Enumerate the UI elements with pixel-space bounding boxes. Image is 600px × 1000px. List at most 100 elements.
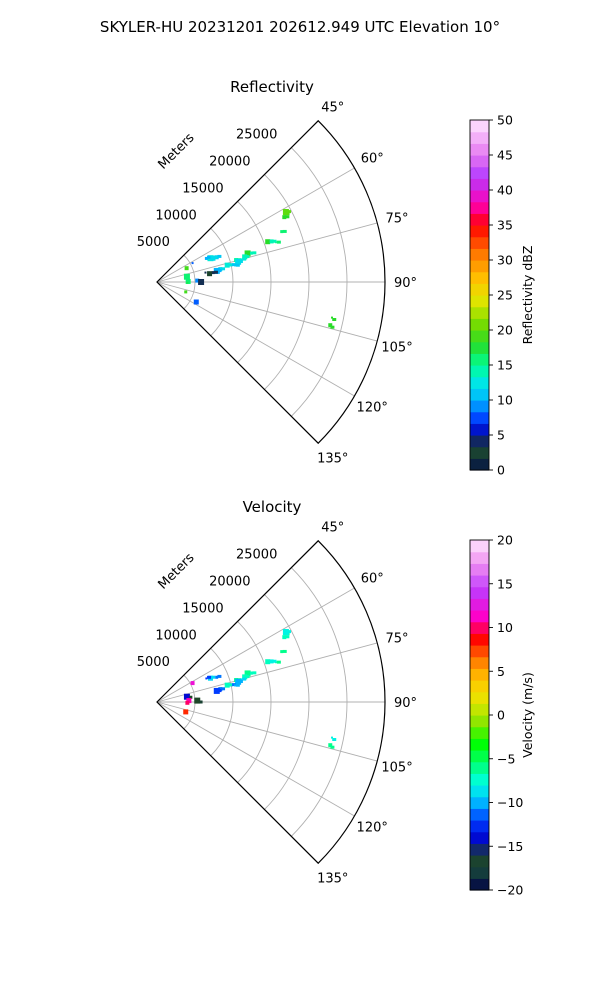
colorbar-segment bbox=[470, 260, 489, 273]
radar-echo bbox=[265, 239, 271, 245]
azimuth-tick-label: 60° bbox=[361, 152, 384, 167]
radar-echo bbox=[217, 254, 222, 258]
colorbar-tick-label: 5 bbox=[497, 428, 505, 443]
colorbar-segment bbox=[470, 411, 489, 424]
range-tick-label: 10000 bbox=[155, 208, 196, 223]
radar-echo bbox=[234, 264, 237, 267]
radar-echo bbox=[282, 629, 289, 636]
azimuth-tick-label: 45° bbox=[321, 520, 344, 535]
colorbar-segment bbox=[470, 435, 489, 448]
range-tick-label: 25000 bbox=[236, 128, 277, 143]
radar-echo bbox=[185, 278, 191, 284]
radar-echo bbox=[186, 281, 189, 284]
radar-echo bbox=[227, 683, 232, 687]
colorbar-tick-label: 50 bbox=[497, 113, 513, 128]
colorbar-segment bbox=[470, 143, 489, 156]
radar-echo bbox=[205, 677, 208, 680]
colorbar-tick-label: 40 bbox=[497, 183, 513, 198]
radar-echo bbox=[207, 271, 213, 277]
radar-echo bbox=[249, 251, 253, 255]
colorbar-segment bbox=[470, 190, 489, 203]
azimuth-tick-label: 105° bbox=[381, 340, 412, 355]
azimuth-tick-label: 120° bbox=[357, 400, 388, 415]
radar-echo bbox=[332, 737, 337, 741]
radar-echo bbox=[210, 255, 216, 261]
radar-echo bbox=[211, 271, 215, 275]
colorbar-segment bbox=[470, 796, 489, 809]
colorbar-segment bbox=[470, 866, 489, 879]
colorbar-tick-label: 20 bbox=[497, 323, 513, 338]
radar-echo bbox=[272, 659, 277, 663]
radar-echo bbox=[189, 695, 193, 699]
radar-echo bbox=[215, 675, 219, 679]
radar-echo bbox=[207, 675, 212, 679]
radar-echo bbox=[331, 736, 334, 739]
colorbar-segment bbox=[470, 283, 489, 296]
colorbar-segment bbox=[470, 551, 489, 564]
colorbar-segment bbox=[470, 423, 489, 436]
azimuth-tick-label: 60° bbox=[361, 572, 384, 587]
radar-echo bbox=[280, 650, 284, 654]
radar-echo bbox=[330, 745, 335, 749]
colorbar-segment bbox=[470, 598, 489, 611]
colorbar-segment bbox=[470, 610, 489, 623]
colorbar-segment bbox=[470, 843, 489, 856]
radar-echo bbox=[217, 674, 222, 678]
azimuth-gridline bbox=[156, 222, 378, 283]
radar-echo bbox=[217, 689, 222, 693]
radar-echo bbox=[244, 250, 251, 257]
azimuth-tick-label: 75° bbox=[386, 632, 409, 647]
radar-echo bbox=[282, 635, 287, 640]
colorbar-segment bbox=[470, 586, 489, 599]
azimuth-tick-label: 45° bbox=[321, 100, 344, 115]
radar-echo bbox=[207, 255, 212, 259]
radar-echo bbox=[249, 671, 253, 675]
azimuth-gridline bbox=[156, 281, 355, 397]
radar-echo bbox=[199, 700, 203, 704]
colorbar-segment bbox=[470, 820, 489, 833]
radar-echo bbox=[282, 229, 287, 233]
radar-echo bbox=[185, 700, 190, 705]
colorbar-tick-label: −20 bbox=[497, 883, 523, 898]
radar-echo bbox=[231, 263, 236, 267]
colorbar-segment bbox=[470, 563, 489, 576]
radar-echo bbox=[224, 262, 230, 268]
range-tick-label: 10000 bbox=[155, 628, 196, 643]
colorbar-segment bbox=[470, 330, 489, 343]
radar-echo bbox=[235, 683, 240, 687]
range-tick-label: 15000 bbox=[182, 181, 223, 196]
colorbar-segment bbox=[470, 621, 489, 634]
colorbar-segment bbox=[470, 761, 489, 774]
azimuth-tick-label: 135° bbox=[317, 452, 348, 467]
radar-echo bbox=[242, 677, 247, 681]
colorbar-tick-label: −15 bbox=[497, 839, 523, 854]
radar-echo bbox=[245, 675, 250, 679]
azimuth-tick-label: 135° bbox=[317, 872, 348, 887]
range-tick-label: 20000 bbox=[209, 155, 250, 170]
colorbar-segment bbox=[470, 446, 489, 459]
radar-echo bbox=[235, 258, 242, 265]
colorbar-segment bbox=[470, 633, 489, 646]
radar-echo bbox=[332, 317, 337, 321]
colorbar-segment bbox=[470, 131, 489, 144]
radar-echo bbox=[193, 299, 199, 305]
colorbar-segment bbox=[470, 540, 489, 553]
colorbar-segment bbox=[470, 248, 489, 261]
colorbar-segment bbox=[470, 575, 489, 588]
radar-echo bbox=[191, 262, 194, 265]
colorbar-segment bbox=[470, 213, 489, 226]
radar-echo bbox=[276, 240, 281, 244]
colorbar-segment bbox=[470, 645, 489, 658]
radar-echo bbox=[204, 256, 208, 260]
sector-outline bbox=[156, 539, 386, 865]
radar-echo bbox=[282, 215, 287, 220]
radar-echo bbox=[282, 209, 289, 216]
radar-echo bbox=[204, 271, 207, 274]
radar-echo bbox=[183, 709, 189, 715]
colorbar-segment bbox=[470, 831, 489, 844]
radar-echo bbox=[221, 687, 226, 691]
colorbar-segment bbox=[470, 166, 489, 179]
radar-echo bbox=[331, 316, 334, 319]
radar-echo bbox=[234, 684, 237, 687]
colorbar-segment bbox=[470, 715, 489, 728]
